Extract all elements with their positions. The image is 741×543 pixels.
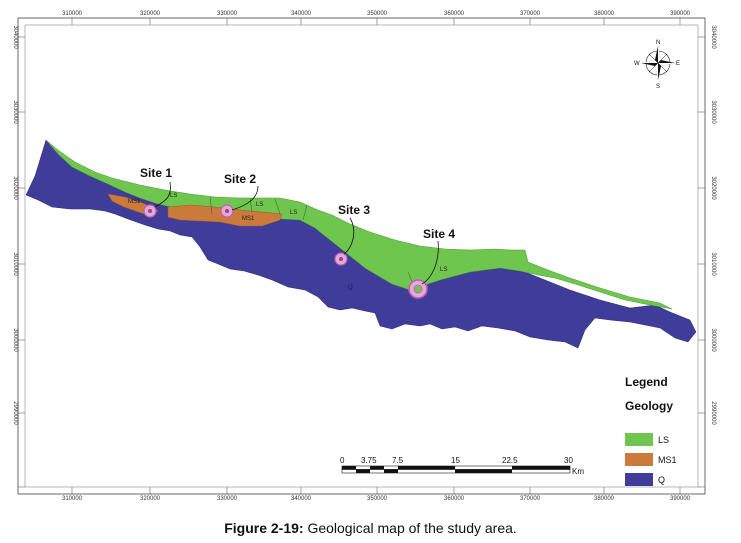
- site-3: Site 3: [334, 203, 370, 266]
- y-tick-label-right-5: 2990000: [710, 401, 716, 425]
- map-label-ms1-central: MS1: [242, 216, 255, 222]
- scale-seg-7: [512, 466, 570, 470]
- x-tick-label-top-1: 320000: [140, 11, 161, 17]
- compass-arrow-n-light: [658, 46, 661, 63]
- x-tick-label-top-7: 380000: [594, 11, 615, 17]
- legend-swatch-ms1: [625, 453, 653, 466]
- x-tick-label-top-8: 390000: [670, 11, 691, 17]
- scale-label-2: 7.5: [392, 456, 404, 465]
- site-4-label: Site 4: [423, 227, 455, 241]
- legend-label-ms1: MS1: [658, 455, 677, 465]
- x-tick-label-top-0: 310000: [62, 11, 83, 17]
- site-1: Site 1: [140, 166, 172, 218]
- map-frame-outer: [17, 17, 706, 495]
- legend-subtitle: Geology: [625, 399, 673, 413]
- x-tick-label-bottom-3: 340000: [291, 496, 312, 502]
- scale-seg-6: [455, 469, 512, 473]
- legend-title: Legend: [625, 375, 668, 389]
- x-ticks-bottom: 310000 320000 330000 340000 350000 360000 3700…: [62, 496, 691, 502]
- scale-seg-5: [398, 466, 455, 470]
- scale-label-3: 15: [451, 456, 460, 465]
- x-tick-label-bottom-6: 370000: [520, 496, 541, 502]
- scale-unit: Km: [572, 467, 584, 476]
- y-tick-label-right-3: 3010000: [710, 252, 716, 276]
- compass-arrow-w-light: [641, 60, 658, 63]
- scale-bar: 0 3.75 7.5 15 22.5 30 Km: [340, 456, 584, 476]
- compass-arrow-s-light: [655, 63, 658, 80]
- y-tick-label-right-1: 3030000: [710, 100, 716, 124]
- legend-swatch-ls: [625, 433, 653, 446]
- map-label-ls-central-a: LS: [256, 202, 263, 208]
- map-label-ls-west: LS: [170, 193, 177, 199]
- x-tick-label-bottom-7: 380000: [594, 496, 615, 502]
- x-tick-label-bottom-2: 330000: [217, 496, 238, 502]
- site-1-dot: [148, 209, 152, 213]
- y-tick-label-left-4: 3000000: [12, 328, 18, 352]
- scale-seg-4: [384, 469, 398, 473]
- x-tick-label-bottom-1: 320000: [140, 496, 161, 502]
- x-tick-label-top-5: 360000: [444, 11, 465, 17]
- compass-w-letter: W: [634, 61, 640, 67]
- scale-label-0: 0: [340, 456, 345, 465]
- compass-diagonals: [648, 53, 668, 73]
- site-4: Site 4: [408, 227, 455, 299]
- site-3-dot: [339, 257, 343, 261]
- y-tick-label-right-2: 3020000: [710, 176, 716, 200]
- site-2-leader: [231, 185, 259, 211]
- site-2-label: Site 2: [224, 172, 256, 186]
- site-2: Site 2: [220, 172, 259, 218]
- x-tick-label-top-3: 340000: [291, 11, 312, 17]
- site-1-label: Site 1: [140, 166, 172, 180]
- map-label-ls-central-b: LS: [290, 210, 297, 216]
- x-tick-label-top-2: 330000: [217, 11, 238, 17]
- figure-caption: Figure 2-19: Geological map of the study…: [0, 520, 741, 536]
- site-4-leader: [421, 240, 439, 285]
- compass-n-letter: N: [656, 40, 660, 46]
- site-2-dot: [225, 209, 229, 213]
- scale-label-1: 3.75: [361, 456, 377, 465]
- map-label-q: Q: [348, 285, 353, 291]
- x-tick-label-top-6: 370000: [520, 11, 541, 17]
- legend-swatch-q: [625, 473, 653, 486]
- map-label-ms1-west: MS1: [128, 199, 141, 205]
- compass-s-letter: S: [656, 84, 660, 90]
- x-tick-label-top-4: 350000: [367, 11, 388, 17]
- y-tick-label-left-2: 3020000: [12, 176, 18, 200]
- compass-e-letter: E: [676, 61, 680, 67]
- map-label-ls-east: LS: [440, 267, 447, 273]
- y-tick-label-left-1: 3030000: [12, 100, 18, 124]
- y-tick-label-right-4: 3000000: [710, 328, 716, 352]
- scale-label-4: 22.5: [502, 456, 518, 465]
- y-ticks-left: 3040000 3030000 3020000 3010000 3000000 29900…: [12, 25, 18, 425]
- caption-figure-number: Figure 2-19:: [224, 520, 304, 536]
- legend-label-q: Q: [658, 475, 665, 485]
- y-tick-label-left-3: 3010000: [12, 252, 18, 276]
- y-ticks-right: 3040000 3030000 3020000 3010000 3000000 29900…: [710, 25, 716, 425]
- x-tick-label-bottom-5: 360000: [444, 496, 465, 502]
- legend-label-ls: LS: [658, 435, 669, 445]
- x-tick-label-bottom-8: 390000: [670, 496, 691, 502]
- x-tick-label-bottom-4: 350000: [367, 496, 388, 502]
- caption-text: Geological map of the study area.: [303, 520, 517, 536]
- x-tick-label-bottom-0: 310000: [62, 496, 83, 502]
- site-3-leader: [343, 217, 355, 255]
- grid-ticks: [18, 18, 705, 494]
- scale-seg-1: [342, 466, 356, 470]
- site-4-inner: [413, 284, 423, 294]
- y-tick-label-right-0: 3040000: [710, 25, 716, 49]
- geological-map: MS1 LS MS1 LS LS LS Q Site 1 Site 2 Site…: [12, 11, 716, 502]
- map-frame-inner: [24, 24, 699, 488]
- legend: Legend Geology LS MS1 Q: [625, 375, 677, 486]
- site-3-label: Site 3: [338, 203, 370, 217]
- scale-seg-3: [370, 466, 384, 470]
- site-1-leader: [154, 181, 171, 208]
- compass-rose: N S E W: [634, 40, 680, 90]
- x-ticks-top: 310000 320000 330000 340000 350000 360000 3700…: [62, 11, 691, 17]
- scale-label-5: 30: [564, 456, 573, 465]
- y-tick-label-left-5: 2990000: [12, 401, 18, 425]
- scale-seg-2: [356, 469, 370, 473]
- compass-arrow-e-light: [658, 63, 675, 66]
- y-tick-label-left-0: 3040000: [12, 25, 18, 49]
